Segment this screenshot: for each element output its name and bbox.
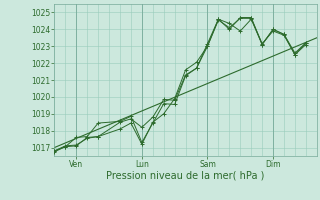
X-axis label: Pression niveau de la mer( hPa ): Pression niveau de la mer( hPa ) [107,171,265,181]
